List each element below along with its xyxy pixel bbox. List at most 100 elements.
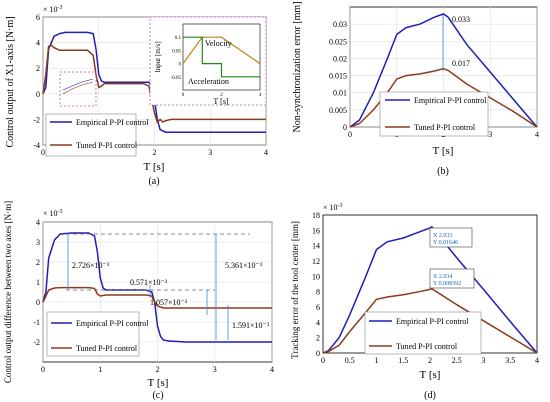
panel-c-ytick-5: 3 — [36, 238, 40, 247]
panel-b-xtick-4: 4 — [535, 130, 539, 139]
panel-d-xtick-0: 0 — [321, 356, 325, 365]
inset-velocity-line — [182, 36, 261, 65]
panel-d-xtick-8: 4 — [535, 356, 539, 365]
panel-a-ytick-0: -4 — [33, 141, 40, 150]
legend-label-tuned: Tuned P-PI control — [76, 141, 138, 150]
panel-d-exponent: × 10-3 — [323, 203, 343, 212]
inset-series-group — [182, 36, 261, 78]
panel-b-ytick-5: 0.025 — [329, 37, 347, 46]
panel-a-exponent: × 10-3 — [43, 5, 63, 14]
panel-a-zoom-box — [59, 71, 97, 107]
panel-a-series-tuned — [42, 44, 266, 124]
panel-d-ytick-1: 2 — [316, 334, 320, 343]
panel-a-zoom-trace-2 — [62, 81, 94, 95]
panel-d-ylabel: Tracking error of the tool center [mm] — [290, 221, 300, 359]
inset-ytick-1: 0 — [179, 63, 182, 68]
panel-a-ylabel: Control output of X1-axis [N·m] — [5, 16, 16, 147]
panel-c: 0 1 2 3 4 -2 -1 0 1 2 3 4 × 10-3 Control output di… — [3, 201, 274, 401]
panel-d-xtick-3: 1.5 — [398, 356, 408, 365]
panel-b-ytick-1: 0.005 — [329, 106, 347, 115]
panel-c-xtick-1: 1 — [98, 365, 102, 374]
panel-a-xtick-3: 3 — [208, 148, 212, 157]
panel-d-datatip-2: X 2.034 Y 0.008392 — [429, 268, 475, 289]
panel-d-ytick-8: 16 — [312, 226, 320, 235]
panel-c-annotation-4: 5.361×10⁻³ — [225, 261, 263, 270]
inset-ytick-3: 0.1 — [175, 36, 182, 41]
panel-c-ylabel-line1: Control output difference between two ax… — [3, 201, 13, 383]
panel-c-xtick-0: 0 — [41, 365, 45, 374]
inset-y-tick-labels: -0.05 0 0.05 0.1 — [171, 36, 182, 81]
panel-a-series-group — [42, 31, 266, 133]
panel-c-grid — [42, 221, 273, 362]
panel-b-xlabel: T [s] — [433, 145, 454, 157]
panel-d-xtick-4: 2 — [428, 356, 432, 365]
panel-b-ytick-0: 0 — [343, 123, 347, 132]
panel-d-xtick-2: 1 — [375, 356, 379, 365]
panel-d-caption: (d) — [424, 390, 436, 401]
panel-a-ytick-1: -2 — [33, 115, 40, 124]
panel-a-legend: Empirical P-PI control Tuned P-PI contro… — [45, 113, 149, 157]
panel-c-ytick-3: 1 — [36, 278, 40, 287]
panel-c-caption: (c) — [152, 390, 163, 401]
datatip-1-x: X 2.033 — [433, 233, 452, 239]
panel-b-ytick-4: 0.02 — [333, 54, 347, 63]
panel-a-caption: (a) — [148, 176, 159, 187]
panel-d-ytick-0: 0 — [316, 349, 320, 358]
legend-c-tuned: Tuned P-PI control — [76, 344, 138, 353]
legend-b-empirical: Empirical P-PI control — [414, 96, 487, 105]
datatip-1-y: Y 0.01646 — [433, 240, 458, 246]
panel-c-xtick-2: 2 — [156, 365, 160, 374]
panel-b-series-empirical — [349, 13, 538, 128]
panel-b-ytick-6: 0.03 — [333, 20, 347, 29]
panel-d-xtick-1: 0.5 — [345, 356, 355, 365]
panel-a-xlabel: T [s] — [144, 161, 165, 173]
panel-d-ytick-7: 14 — [312, 242, 320, 251]
panel-d-legend: Empirical P-PI control Tuned P-PI contro… — [364, 311, 482, 355]
panel-d-ytick-5: 10 — [312, 272, 320, 281]
inset-ylabel: Input [m/s] — [154, 41, 162, 72]
panel-a-xtick-4: 4 — [264, 148, 268, 157]
panel-c-series-tuned — [42, 286, 272, 309]
panel-a-zoom-trace-1 — [62, 78, 94, 91]
datatip-2-x: X 2.034 — [433, 274, 452, 280]
panel-d-ytick-2: 4 — [316, 318, 320, 327]
panel-b-ytick-3: 0.015 — [329, 72, 347, 81]
panel-a-xtick-2: 2 — [153, 148, 157, 157]
panel-c-xtick-4: 4 — [270, 365, 274, 374]
panel-d-xtick-7: 3.5 — [505, 356, 515, 365]
legend-c-empirical: Empirical P-PI control — [76, 319, 149, 328]
panel-d-datatip-1: X 2.033 Y 0.01646 — [429, 227, 473, 248]
panel-c-y-tick-labels: -2 -1 0 1 2 3 4 — [33, 218, 40, 347]
inset-ytick-0: -0.05 — [171, 76, 182, 81]
inset-xlabel: T [s] — [213, 97, 229, 106]
inset-label-velocity: Velocity — [205, 39, 232, 48]
legend-label-empirical: Empirical P-PI control — [76, 118, 149, 127]
panel-c-annotation-2: 0.571×10⁻³ — [130, 278, 168, 287]
panel-a-ytick-5: 6 — [36, 13, 40, 22]
panel-b-ylabel: Non-synchronization error [mm] — [292, 1, 303, 132]
panel-c-exponent: × 10-3 — [43, 209, 63, 218]
panel-b-xtick-0: 0 — [348, 130, 352, 139]
panel-d-ytick-9: 18 — [312, 211, 320, 220]
panel-b-legend: Empirical P-PI control Tuned P-PI contro… — [379, 91, 489, 137]
panel-b-annotation-empirical: 0.033 — [452, 15, 470, 24]
panel-d-ytick-3: 6 — [316, 303, 320, 312]
inset-label-acceleration: Acceleration — [188, 77, 229, 86]
datatip-2-y: Y 0.008392 — [433, 281, 461, 287]
legend-b-tuned: Tuned P-PI control — [414, 123, 476, 132]
panel-c-annotations: 2.726×10⁻³ 0.571×10⁻³ 1.057×10⁻³ 5.361×1… — [66, 233, 270, 340]
panel-c-ytick-1: -1 — [33, 318, 40, 327]
panel-d-x-tick-labels: 0 0.5 1 1.5 2 2.5 3 3.5 4 — [321, 356, 539, 365]
panel-a-series-empirical — [42, 31, 266, 133]
panel-c-ytick-6: 4 — [36, 218, 40, 227]
panel-a-ytick-2: 0 — [36, 90, 40, 99]
legend-d-tuned: Tuned P-PI control — [396, 342, 458, 351]
panel-c-annotation-5: 1.591×10⁻³ — [232, 321, 270, 330]
panel-a-xtick-0: 0 — [41, 148, 45, 157]
panel-d: 0 0.5 1 1.5 2 2.5 3 3.5 4 0 2 4 6 8 10 12 14 16 18 × 10-3… — [290, 203, 539, 401]
panel-c-legend: Empirical P-PI control Tuned P-PI contro… — [46, 311, 149, 357]
panel-b-caption: (b) — [437, 166, 449, 177]
inset-xtick-0: 0 — [182, 93, 185, 98]
